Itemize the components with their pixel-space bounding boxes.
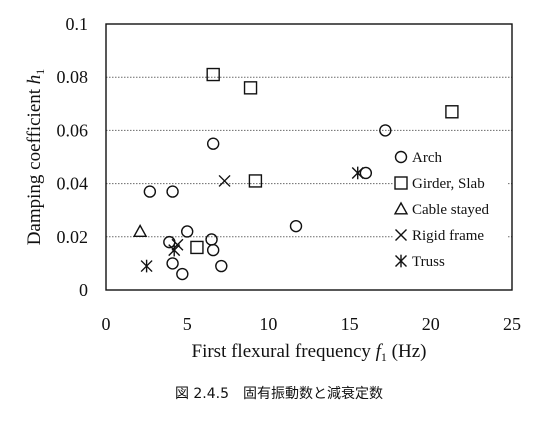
data-point-circle [289,219,303,233]
data-point-square [445,105,459,119]
legend-marker-asterisk [395,254,407,268]
data-point-asterisk [140,259,153,273]
x-tick-label: 0 [102,314,111,334]
data-points [132,67,459,281]
y-tick-label: 0.1 [66,14,89,34]
data-point-circle [206,243,220,257]
data-point-asterisk [168,243,181,257]
data-point-circle [180,225,194,238]
legend-label: Girder, Slab [412,176,485,192]
data-point-circle [359,166,373,180]
x-axis-title: First flexural frequency f1 (Hz) [192,341,427,364]
y-tick-label: 0.06 [57,120,89,140]
legend: Arch Girder, Slab Cable stayed Rigid frame T… [393,147,507,271]
y-axis-title: Damping coefficient h1 [24,69,47,246]
data-point-square [248,174,263,188]
figure-caption: 図 2.4.5 固有振動数と減衰定数 [175,385,383,402]
x-tick-label: 5 [183,314,192,334]
y-tick-label: 0.08 [57,67,89,87]
legend-item-background [393,225,507,245]
data-point-square [243,81,258,95]
x-axis-title-subscript: 1 [381,350,387,364]
legend-label: Arch [412,150,442,166]
y-axis-title-main: Damping coefficient [24,84,45,245]
data-point-circle [176,267,189,281]
y-tick-label: 0 [79,280,88,300]
data-point-x [218,174,231,187]
plot-frame [105,23,513,291]
y-tick-label: 0.02 [57,227,89,247]
data-point-triangle [132,224,148,237]
data-point-circle [215,259,228,273]
data-point-circle [166,257,179,270]
data-point-circle [205,233,218,246]
x-tick-label: 20 [422,314,440,334]
legend-item-background [393,251,507,271]
legend-label: Cable stayed [412,202,490,218]
x-axis-title-main: First flexural frequency [192,341,376,362]
x-axis-title-symbol: f [376,341,384,362]
legend-item-background [393,199,507,219]
x-tick-labels: 0 5 10 15 20 25 [102,314,522,334]
x-tick-label: 10 [259,314,277,334]
y-tick-labels: 0 0.02 0.04 0.06 0.08 0.1 [57,14,89,300]
legend-marker-circle [394,150,408,164]
x-tick-label: 15 [341,314,359,334]
data-point-square [190,240,204,255]
y-axis-title-subscript: 1 [33,69,47,75]
data-point-asterisk [351,166,364,180]
y-axis-title-symbol: h [24,75,45,85]
y-tick-label: 0.04 [57,174,89,194]
legend-label: Truss [412,254,445,270]
data-point-circle [166,185,179,198]
data-point-circle [206,137,220,150]
legend-marker-x [395,229,407,241]
legend-marker-triangle [393,201,409,215]
x-axis-title-unit: (Hz) [387,341,427,362]
data-point-circle [143,185,157,198]
data-point-circle [379,124,392,137]
legend-marker-square [394,176,408,190]
x-tick-label: 25 [503,314,521,334]
legend-item-background [393,173,507,193]
legend-item-background [393,147,507,167]
legend-label: Rigid frame [412,228,484,244]
data-point-square [206,67,220,82]
